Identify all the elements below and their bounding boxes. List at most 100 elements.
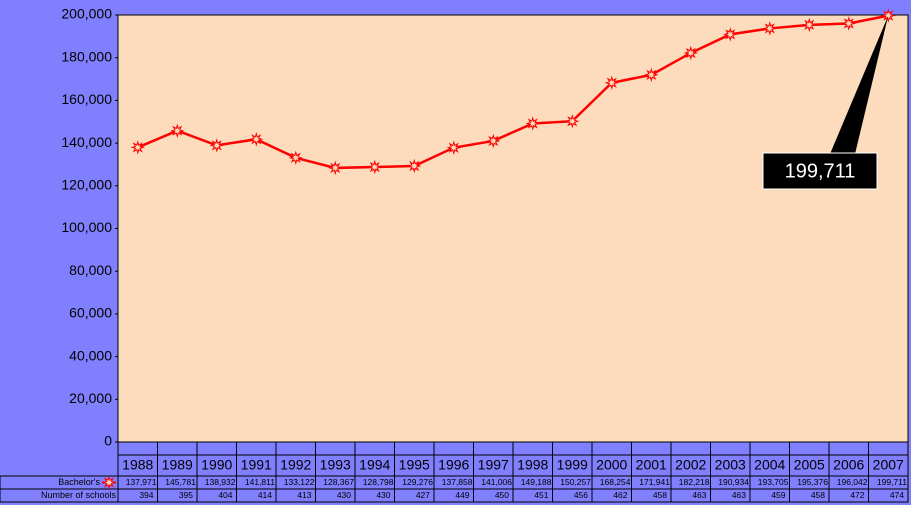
table-value: 150,257 (560, 477, 591, 487)
table-value: 427 (416, 490, 430, 500)
callout-pointer (830, 15, 889, 154)
x-tick-label: 1988 (122, 457, 153, 473)
table-value: 395 (179, 490, 193, 500)
table-value: 149,188 (521, 477, 552, 487)
table-value: 456 (574, 490, 588, 500)
marker (604, 75, 620, 91)
marker (170, 123, 185, 139)
x-tick-label: 1998 (517, 457, 548, 473)
table-value: 458 (653, 490, 667, 500)
table-value: 168,254 (600, 477, 631, 487)
y-tick-label: 0 (104, 433, 112, 449)
callout-box (762, 152, 878, 190)
x-tick-label: 1991 (241, 457, 272, 473)
table-value: 128,798 (363, 477, 394, 487)
x-tick-label: 2003 (715, 457, 746, 473)
y-tick-label: 120,000 (61, 177, 112, 193)
marker (565, 113, 580, 129)
x-tick-label: 2000 (596, 457, 627, 473)
marker (446, 140, 462, 155)
marker (683, 45, 699, 61)
x-tick-label: 2007 (873, 457, 904, 473)
table-value: 413 (297, 490, 311, 500)
table-value: 449 (455, 490, 469, 500)
table-value: 145,781 (165, 477, 196, 487)
y-tick-label: 200,000 (61, 6, 112, 22)
marker (407, 158, 422, 174)
marker (130, 140, 146, 155)
table-value: 430 (376, 490, 390, 500)
table-value: 430 (337, 490, 351, 500)
table-row-label: Number of schools (41, 490, 117, 500)
table-value: 133,122 (284, 477, 315, 487)
marker (723, 27, 738, 42)
x-tick-label: 1990 (201, 457, 232, 473)
line (137, 14, 889, 170)
y-tick-label: 140,000 (61, 134, 112, 150)
table-value: 404 (218, 490, 232, 500)
table-value: 450 (495, 490, 509, 500)
x-tick-label: 1993 (320, 457, 351, 473)
plot-area (117, 14, 909, 443)
x-tick-label: 2002 (675, 457, 706, 473)
marker (762, 21, 778, 36)
marker (288, 150, 304, 166)
table-value: 451 (534, 490, 548, 500)
marker (881, 8, 896, 23)
table-value: 196,042 (837, 477, 868, 487)
table-value: 459 (771, 490, 785, 500)
table-value: 463 (692, 490, 706, 500)
table-value: 195,376 (797, 477, 828, 487)
marker (328, 160, 343, 176)
table-value: 141,006 (481, 477, 512, 487)
table-value: 137,858 (442, 477, 473, 487)
marker (101, 475, 117, 490)
marker (525, 116, 541, 131)
table-value: 458 (811, 490, 825, 500)
y-tick-label: 100,000 (61, 219, 112, 235)
marker (644, 67, 659, 83)
y-tick-label: 80,000 (69, 262, 112, 278)
table-value: 137,971 (126, 477, 157, 487)
y-tick-label: 180,000 (61, 48, 112, 64)
table-value: 141,811 (245, 477, 275, 487)
x-tick-label: 1996 (438, 457, 469, 473)
marker (486, 133, 501, 149)
x-tick-label: 1999 (557, 457, 588, 473)
table-value: 199,711 (877, 477, 907, 487)
table-value: 474 (890, 490, 904, 500)
table-value: 138,932 (205, 477, 236, 487)
table-value: 394 (139, 490, 153, 500)
marker (841, 16, 857, 31)
marker (209, 138, 225, 153)
table-value: 462 (613, 490, 627, 500)
table-value: 129,276 (402, 477, 433, 487)
table-value: 414 (258, 490, 272, 500)
table-value: 128,367 (323, 477, 354, 487)
table-value: 171,941 (639, 477, 670, 487)
y-tick-label: 20,000 (69, 390, 112, 406)
marker (367, 159, 383, 175)
table-value: 182,218 (679, 477, 710, 487)
x-tick-label: 1997 (478, 457, 509, 473)
table-value: 463 (732, 490, 746, 500)
x-tick-label: 1992 (280, 457, 311, 473)
y-tick-label: 40,000 (69, 347, 112, 363)
x-tick-label: 1994 (359, 457, 390, 473)
x-tick-label: 2004 (754, 457, 785, 473)
legend-label: Bachelor's (58, 477, 100, 487)
y-tick-label: 60,000 (69, 305, 112, 321)
table-value: 190,934 (718, 477, 749, 487)
table-value: 193,705 (758, 477, 789, 487)
marker (802, 17, 817, 33)
x-tick-label: 2006 (833, 457, 864, 473)
y-tick-label: 160,000 (61, 91, 112, 107)
annotation: 199,711 (785, 160, 856, 182)
x-tick-label: 2001 (636, 457, 667, 473)
x-tick-label: 1989 (162, 457, 193, 473)
table-value: 472 (850, 490, 864, 500)
marker (249, 131, 264, 147)
x-tick-label: 1995 (399, 457, 430, 473)
x-tick-label: 2005 (794, 457, 825, 473)
